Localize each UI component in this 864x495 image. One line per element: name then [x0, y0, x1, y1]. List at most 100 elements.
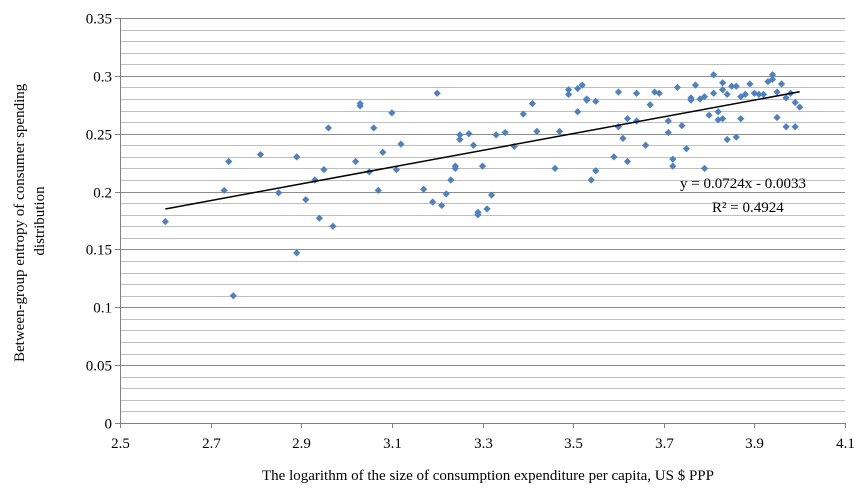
- data-point: [442, 190, 450, 198]
- data-point: [755, 90, 763, 98]
- data-point: [370, 124, 378, 132]
- data-point: [796, 103, 804, 111]
- y-tick-label: 0.35: [86, 12, 112, 28]
- y-tick-label: 0.05: [86, 359, 112, 375]
- y-tick-label: 0.2: [93, 186, 112, 202]
- data-point: [220, 186, 228, 195]
- data-point: [564, 90, 573, 98]
- x-tick-label: 2.7: [202, 436, 221, 452]
- trendline: [165, 90, 800, 210]
- data-point: [614, 88, 623, 96]
- data-point: [777, 80, 786, 88]
- data-point: [651, 88, 659, 96]
- data-point: [456, 131, 464, 139]
- data-point: [583, 96, 591, 104]
- data-point: [709, 71, 718, 79]
- data-point: [388, 109, 396, 117]
- data-point: [256, 150, 265, 159]
- data-point: [773, 113, 781, 122]
- x-tick-label: 2.9: [292, 436, 311, 452]
- data-point: [592, 167, 600, 175]
- data-point: [719, 115, 727, 123]
- data-point: [320, 165, 328, 174]
- data-point: [592, 97, 600, 105]
- data-point: [519, 110, 527, 118]
- data-point: [438, 201, 446, 210]
- x-tick-label: 3.7: [655, 436, 674, 452]
- data-point: [669, 155, 677, 163]
- data-point: [293, 153, 301, 161]
- data-point: [501, 128, 509, 137]
- data-point: [678, 122, 686, 130]
- x-tick-label: 3.1: [383, 436, 402, 452]
- data-point: [773, 88, 781, 96]
- trend-layer: [165, 90, 800, 210]
- data-point: [642, 141, 650, 149]
- data-point: [429, 198, 437, 206]
- data-point: [623, 115, 632, 123]
- data-point: [397, 140, 405, 148]
- data-point: [782, 94, 790, 102]
- data-point: [723, 135, 731, 144]
- data-point: [447, 176, 455, 184]
- data-point: [664, 117, 672, 125]
- data-point: [682, 145, 691, 153]
- data-point: [646, 101, 654, 109]
- data-point: [700, 164, 709, 173]
- y-tick-label: 0.3: [93, 70, 112, 86]
- y-axis-title-line-1: Between-group entropy of consumer spendi…: [12, 83, 28, 362]
- data-point: [746, 80, 754, 88]
- data-point: [551, 164, 559, 173]
- data-point: [419, 185, 428, 193]
- data-point: [669, 162, 677, 170]
- data-point: [315, 214, 323, 222]
- data-point: [632, 89, 641, 97]
- data-point: [324, 124, 333, 132]
- data-point: [737, 115, 745, 123]
- data-point: [700, 93, 709, 101]
- data-point: [352, 157, 360, 166]
- grid-layer: [120, 18, 845, 412]
- data-point: [379, 148, 387, 156]
- data-point: [655, 89, 663, 97]
- data-point: [451, 164, 459, 173]
- data-point: [782, 123, 790, 131]
- data-point: [483, 205, 491, 213]
- data-point: [719, 86, 727, 94]
- data-point: [768, 75, 777, 83]
- data-point: [392, 165, 401, 174]
- data-point: [302, 196, 310, 204]
- data-point: [619, 134, 627, 142]
- data-point: [610, 153, 618, 161]
- data-point: [719, 79, 727, 87]
- x-tick-label: 4.1: [836, 436, 855, 452]
- data-point: [329, 222, 337, 230]
- r2-label: R² = 0.4924: [712, 200, 784, 216]
- y-tick-label: 0.15: [86, 243, 112, 259]
- data-point: [723, 90, 731, 98]
- data-point: [225, 157, 233, 166]
- x-tick-label: 3.5: [564, 436, 583, 452]
- text-layer: y = 0.0724x - 0.0033 R² = 0.4924 The log…: [12, 83, 806, 484]
- data-point: [696, 95, 704, 103]
- data-point: [709, 89, 718, 97]
- data-point: [469, 141, 478, 149]
- data-point: [478, 162, 487, 170]
- data-point: [687, 96, 695, 104]
- data-point: [714, 108, 722, 116]
- data-point: [356, 100, 364, 108]
- data-point: [578, 81, 586, 89]
- data-point: [433, 89, 441, 97]
- data-point: [623, 157, 632, 166]
- data-point: [759, 90, 768, 98]
- data-point: [673, 83, 681, 92]
- data-point: [574, 84, 582, 93]
- data-point: [664, 128, 672, 137]
- data-point: [487, 191, 496, 199]
- x-tick-label: 3.9: [745, 436, 764, 452]
- x-axis-title: The logarithm of the size of consumption…: [262, 468, 714, 484]
- data-point: [705, 111, 713, 119]
- data-point: [768, 71, 777, 79]
- data-point: [737, 93, 745, 101]
